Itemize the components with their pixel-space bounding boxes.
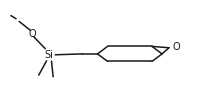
Text: Si: Si <box>44 50 54 60</box>
Text: O: O <box>172 42 180 52</box>
Text: O: O <box>28 29 36 38</box>
